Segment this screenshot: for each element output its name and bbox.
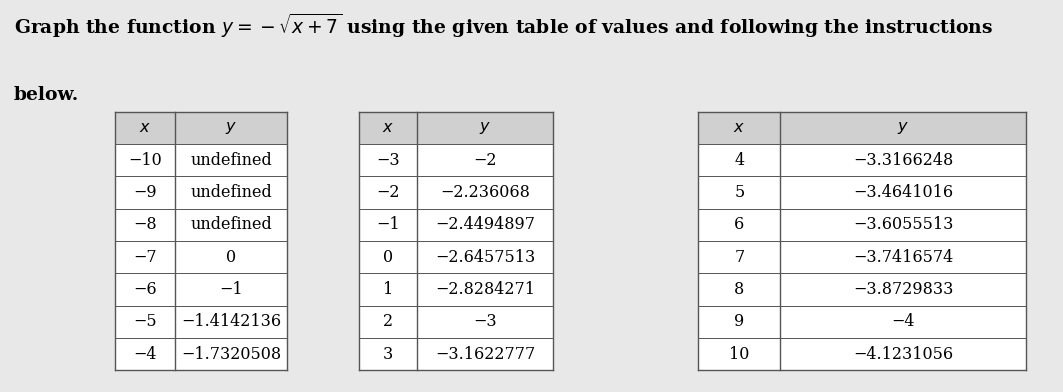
- Text: −2: −2: [376, 184, 400, 201]
- Text: −3.4641016: −3.4641016: [853, 184, 954, 201]
- Bar: [698, 112, 1026, 144]
- Text: −6: −6: [133, 281, 156, 298]
- Bar: [115, 209, 287, 241]
- Text: −1: −1: [376, 216, 400, 233]
- Text: −5: −5: [133, 314, 156, 330]
- Text: 8: 8: [735, 281, 744, 298]
- Text: below.: below.: [14, 86, 79, 104]
- Bar: [359, 209, 553, 241]
- Text: $\mathit{x}$: $\mathit{x}$: [383, 120, 394, 136]
- Bar: [115, 144, 287, 176]
- Bar: [115, 176, 287, 209]
- Text: −2: −2: [473, 152, 496, 169]
- Bar: [115, 241, 287, 274]
- Bar: [698, 306, 1026, 338]
- Bar: [359, 338, 553, 370]
- Text: −4.1231056: −4.1231056: [853, 346, 954, 363]
- Text: 6: 6: [735, 216, 744, 233]
- Text: −1.7320508: −1.7320508: [181, 346, 281, 363]
- Text: −2.236068: −2.236068: [440, 184, 530, 201]
- Text: $\mathit{x}$: $\mathit{x}$: [733, 120, 745, 136]
- Text: $\mathit{y}$: $\mathit{y}$: [897, 120, 909, 136]
- Bar: [698, 241, 1026, 274]
- Bar: [115, 338, 287, 370]
- Text: 10: 10: [729, 346, 749, 363]
- Text: −3.7416574: −3.7416574: [853, 249, 954, 266]
- Text: −8: −8: [133, 216, 156, 233]
- Bar: [698, 274, 1026, 306]
- Text: −2.4494897: −2.4494897: [435, 216, 535, 233]
- Text: −3.8729833: −3.8729833: [853, 281, 954, 298]
- Text: 7: 7: [735, 249, 744, 266]
- Text: 2: 2: [384, 314, 393, 330]
- Bar: [359, 306, 553, 338]
- Text: undefined: undefined: [190, 184, 272, 201]
- Text: −2.6457513: −2.6457513: [435, 249, 535, 266]
- Text: −3.6055513: −3.6055513: [853, 216, 954, 233]
- Bar: [115, 112, 287, 144]
- Bar: [698, 338, 1026, 370]
- Text: −10: −10: [128, 152, 162, 169]
- Bar: [359, 241, 553, 274]
- Text: 9: 9: [735, 314, 744, 330]
- Text: undefined: undefined: [190, 216, 272, 233]
- Text: −1.4142136: −1.4142136: [181, 314, 281, 330]
- Text: undefined: undefined: [190, 152, 272, 169]
- Text: 1: 1: [383, 281, 393, 298]
- Bar: [359, 144, 553, 176]
- Bar: [698, 209, 1026, 241]
- Text: −4: −4: [133, 346, 156, 363]
- Text: $\mathit{x}$: $\mathit{x}$: [139, 120, 151, 136]
- Text: $\mathit{y}$: $\mathit{y}$: [479, 120, 491, 136]
- Text: −4: −4: [891, 314, 915, 330]
- Bar: [359, 112, 553, 144]
- Text: −3: −3: [376, 152, 400, 169]
- Bar: [115, 306, 287, 338]
- Text: −7: −7: [133, 249, 156, 266]
- Text: −3.3166248: −3.3166248: [853, 152, 954, 169]
- Text: −9: −9: [133, 184, 156, 201]
- Bar: [698, 176, 1026, 209]
- Text: −1: −1: [219, 281, 242, 298]
- Text: −3.1622777: −3.1622777: [435, 346, 535, 363]
- Text: $\mathit{y}$: $\mathit{y}$: [225, 120, 237, 136]
- Text: −2.8284271: −2.8284271: [435, 281, 535, 298]
- Bar: [359, 176, 553, 209]
- Text: Graph the function $y = -\sqrt{x + 7}$ using the given table of values and follo: Graph the function $y = -\sqrt{x + 7}$ u…: [14, 12, 993, 40]
- Text: −3: −3: [473, 314, 496, 330]
- Text: 0: 0: [226, 249, 236, 266]
- Bar: [359, 274, 553, 306]
- Bar: [115, 274, 287, 306]
- Text: 5: 5: [735, 184, 744, 201]
- Text: 3: 3: [383, 346, 393, 363]
- Text: 4: 4: [735, 152, 744, 169]
- Text: 0: 0: [384, 249, 393, 266]
- Bar: [698, 144, 1026, 176]
